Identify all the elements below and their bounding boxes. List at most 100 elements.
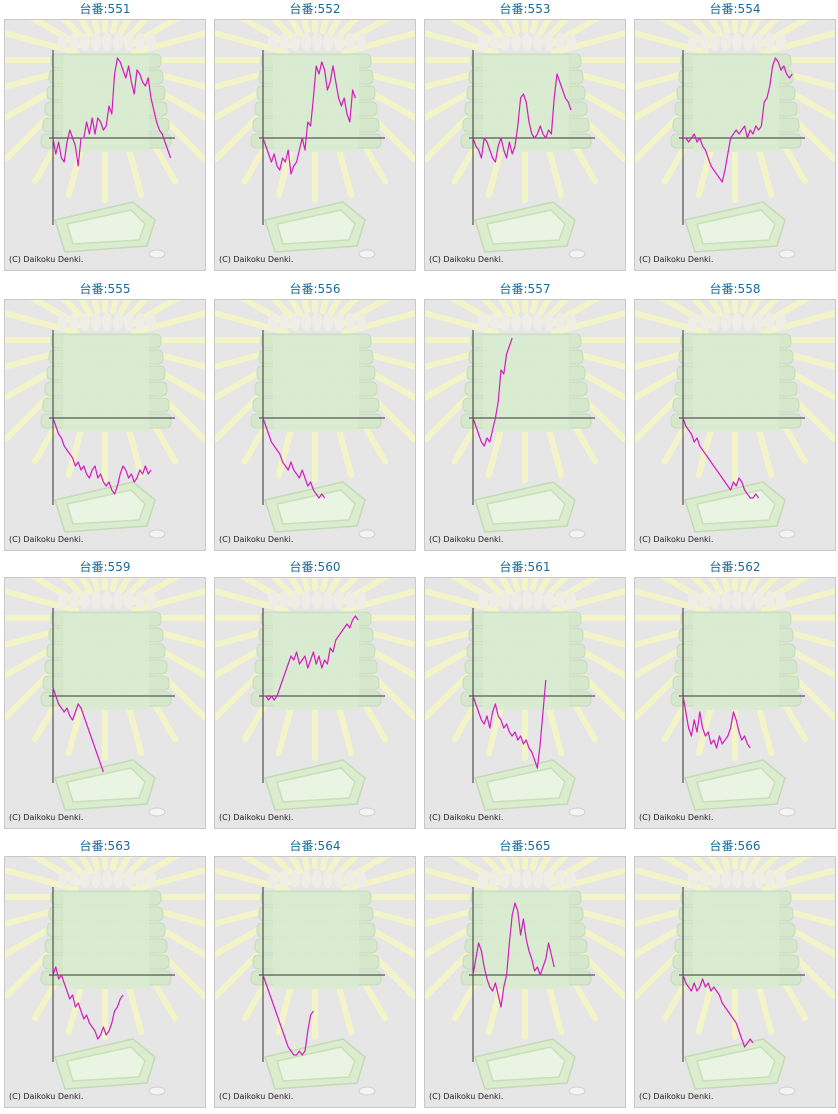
crown-ornament xyxy=(710,870,720,888)
medal-coin xyxy=(778,529,796,539)
crown-ornament xyxy=(69,33,79,51)
sunburst-ray xyxy=(635,310,710,336)
crown-ornament xyxy=(566,33,576,51)
crown-ornament xyxy=(146,33,156,51)
crown-ornament xyxy=(522,313,532,331)
graph-svg xyxy=(635,300,835,539)
sunburst-ray xyxy=(127,578,181,606)
sunburst-ray xyxy=(425,310,500,336)
graph-svg xyxy=(215,300,415,539)
sunburst-ray xyxy=(543,578,570,600)
sunburst-ray xyxy=(425,588,500,614)
sunburst-ray xyxy=(270,20,297,42)
graph-panel: (C) Daikoku Denki. xyxy=(214,19,416,271)
crown-ornament xyxy=(312,591,322,609)
graph-panel: (C) Daikoku Denki. xyxy=(214,856,416,1108)
crown-ornament xyxy=(146,591,156,609)
crown-ornament xyxy=(478,591,488,609)
medal-coin xyxy=(148,249,166,259)
crown-ornament xyxy=(301,33,311,51)
sunburst-ray xyxy=(215,30,290,56)
sunburst-ray xyxy=(5,588,80,614)
machine-number-link[interactable]: 台番:551 xyxy=(79,2,131,16)
sunburst-ray xyxy=(480,20,507,42)
machine-number-link[interactable]: 台番:552 xyxy=(289,2,341,16)
sunburst-ray xyxy=(543,300,570,322)
copyright-credit: (C) Daikoku Denki. xyxy=(639,255,714,264)
sunburst-ray xyxy=(543,20,570,42)
crown-ornament xyxy=(533,591,543,609)
machine-number-link[interactable]: 台番:558 xyxy=(709,282,761,296)
difference-line xyxy=(52,57,172,167)
bottom-tray-inner xyxy=(696,489,776,525)
crown-ornament xyxy=(312,870,322,888)
crown-ornament xyxy=(511,591,521,609)
graph-svg xyxy=(5,578,205,817)
sunburst-ray xyxy=(757,857,811,885)
difference-line xyxy=(682,974,754,1048)
copyright-credit: (C) Daikoku Denki. xyxy=(639,535,714,544)
crown-ornament xyxy=(80,591,90,609)
crown-ornament xyxy=(334,313,344,331)
crown-ornament xyxy=(489,870,499,888)
graph-panel: (C) Daikoku Denki. xyxy=(4,19,206,271)
tray-body xyxy=(483,336,569,432)
machine-number-link[interactable]: 台番:555 xyxy=(79,282,131,296)
graph-svg xyxy=(5,857,205,1096)
machine-number-link[interactable]: 台番:557 xyxy=(499,282,551,296)
crown-ornament xyxy=(135,33,145,51)
crown-ornament xyxy=(345,870,355,888)
crown-ornament xyxy=(511,870,521,888)
background-art xyxy=(635,20,835,259)
copyright-credit: (C) Daikoku Denki. xyxy=(219,1092,294,1101)
machine-number-link[interactable]: 台番:556 xyxy=(289,282,341,296)
crown-ornament xyxy=(290,870,300,888)
crown-ornament xyxy=(710,33,720,51)
sunburst-ray xyxy=(635,30,710,56)
crown-ornament xyxy=(323,591,333,609)
tray-body xyxy=(693,893,779,989)
machine-number-link[interactable]: 台番:566 xyxy=(709,839,761,853)
machine-graph-565: 台番:565 (C) Daikoku Denki. xyxy=(422,837,628,1111)
copyright-credit: (C) Daikoku Denki. xyxy=(9,813,84,822)
machine-number-link[interactable]: 台番:553 xyxy=(499,2,551,16)
difference-line xyxy=(52,687,104,773)
machine-number-link[interactable]: 台番:560 xyxy=(289,560,341,574)
tray-body xyxy=(483,893,569,989)
sunburst-ray xyxy=(480,300,507,322)
crown-ornament xyxy=(721,33,731,51)
machine-number-link[interactable]: 台番:559 xyxy=(79,560,131,574)
graph-panel: (C) Daikoku Denki. xyxy=(424,19,626,271)
sunburst-ray xyxy=(547,857,601,885)
graph-svg xyxy=(215,578,415,817)
machine-number-link[interactable]: 台番:561 xyxy=(499,560,551,574)
machine-number-link[interactable]: 台番:565 xyxy=(499,839,551,853)
crown-ornament xyxy=(334,591,344,609)
medal-coin xyxy=(568,529,586,539)
crown-ornament xyxy=(555,313,565,331)
copyright-credit: (C) Daikoku Denki. xyxy=(639,1092,714,1101)
crown-ornament xyxy=(279,591,289,609)
medal-coin xyxy=(778,807,796,817)
crown-ornament xyxy=(544,591,554,609)
crown-ornament xyxy=(124,33,134,51)
sunburst-ray xyxy=(215,588,290,614)
bottom-tray-inner xyxy=(66,489,146,525)
crown-ornament xyxy=(301,870,311,888)
tray-body xyxy=(693,614,779,710)
machine-number-link[interactable]: 台番:554 xyxy=(709,2,761,16)
graph-panel: (C) Daikoku Denki. xyxy=(634,19,836,271)
crown-ornament xyxy=(688,313,698,331)
machine-number-link[interactable]: 台番:563 xyxy=(79,839,131,853)
crown-ornament xyxy=(345,33,355,51)
crown-ornament xyxy=(699,870,709,888)
machine-number-link[interactable]: 台番:562 xyxy=(709,560,761,574)
crown-ornament xyxy=(146,870,156,888)
machine-number-link[interactable]: 台番:564 xyxy=(289,839,341,853)
medal-coin xyxy=(568,1086,586,1096)
background-art xyxy=(215,857,415,1096)
difference-line xyxy=(52,966,124,1040)
graph-svg xyxy=(635,578,835,817)
crown-ornament xyxy=(743,870,753,888)
bottom-tray-inner xyxy=(696,209,776,245)
